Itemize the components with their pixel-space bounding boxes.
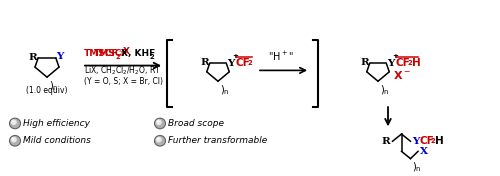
- Text: LiX, CH$_2$Cl$_2$/H$_2$O, RT: LiX, CH$_2$Cl$_2$/H$_2$O, RT: [84, 65, 162, 77]
- Circle shape: [154, 118, 166, 129]
- Circle shape: [11, 137, 17, 143]
- Text: 2: 2: [430, 138, 435, 144]
- Text: Y: Y: [56, 52, 64, 61]
- Circle shape: [12, 120, 14, 123]
- Text: Further transformable: Further transformable: [168, 136, 267, 145]
- Circle shape: [11, 119, 17, 125]
- Text: 2: 2: [150, 54, 155, 60]
- Text: X, KHF: X, KHF: [121, 49, 155, 58]
- Text: Y: Y: [387, 59, 394, 68]
- Text: +: +: [232, 53, 238, 59]
- Text: TMSCF: TMSCF: [94, 49, 128, 58]
- Text: X$^-$: X$^-$: [393, 69, 411, 81]
- Circle shape: [157, 120, 160, 123]
- Circle shape: [12, 138, 14, 140]
- Text: (1.0 equiv): (1.0 equiv): [26, 86, 68, 95]
- Circle shape: [156, 137, 162, 143]
- Text: R: R: [28, 53, 38, 62]
- Text: Broad scope: Broad scope: [168, 119, 224, 128]
- Text: $\mathregular{)_n}$: $\mathregular{)_n}$: [50, 79, 59, 93]
- Text: Mild conditions: Mild conditions: [23, 136, 91, 145]
- Text: CF: CF: [236, 58, 251, 68]
- Text: 2: 2: [116, 54, 121, 60]
- Text: Y: Y: [412, 137, 420, 146]
- Text: "H$^+$": "H$^+$": [268, 50, 294, 63]
- Text: 2: 2: [247, 60, 252, 66]
- Text: R: R: [200, 58, 209, 67]
- Text: X: X: [420, 147, 428, 156]
- Text: CF: CF: [420, 136, 434, 146]
- Text: $\mathregular{)_n}$: $\mathregular{)_n}$: [220, 83, 230, 97]
- Text: 2: 2: [407, 60, 412, 66]
- Circle shape: [10, 136, 20, 146]
- Circle shape: [10, 118, 20, 129]
- Text: Y: Y: [227, 59, 234, 68]
- Text: +: +: [392, 53, 398, 59]
- Circle shape: [156, 119, 162, 125]
- Text: (Y = O, S; X = Br, Cl): (Y = O, S; X = Br, Cl): [84, 77, 162, 86]
- Text: TMSCF: TMSCF: [84, 49, 118, 58]
- Text: R: R: [360, 58, 369, 67]
- Text: $_2$X: $_2$X: [118, 45, 131, 58]
- Text: H: H: [412, 58, 421, 68]
- Text: $\mathregular{)_n}$: $\mathregular{)_n}$: [380, 83, 390, 97]
- Text: High efficiency: High efficiency: [23, 119, 90, 128]
- Text: CF: CF: [396, 58, 411, 68]
- Text: $\mathregular{)_n}$: $\mathregular{)_n}$: [412, 161, 422, 174]
- Text: R: R: [382, 137, 390, 146]
- Circle shape: [157, 138, 160, 140]
- Circle shape: [154, 136, 166, 146]
- Text: H: H: [434, 136, 444, 146]
